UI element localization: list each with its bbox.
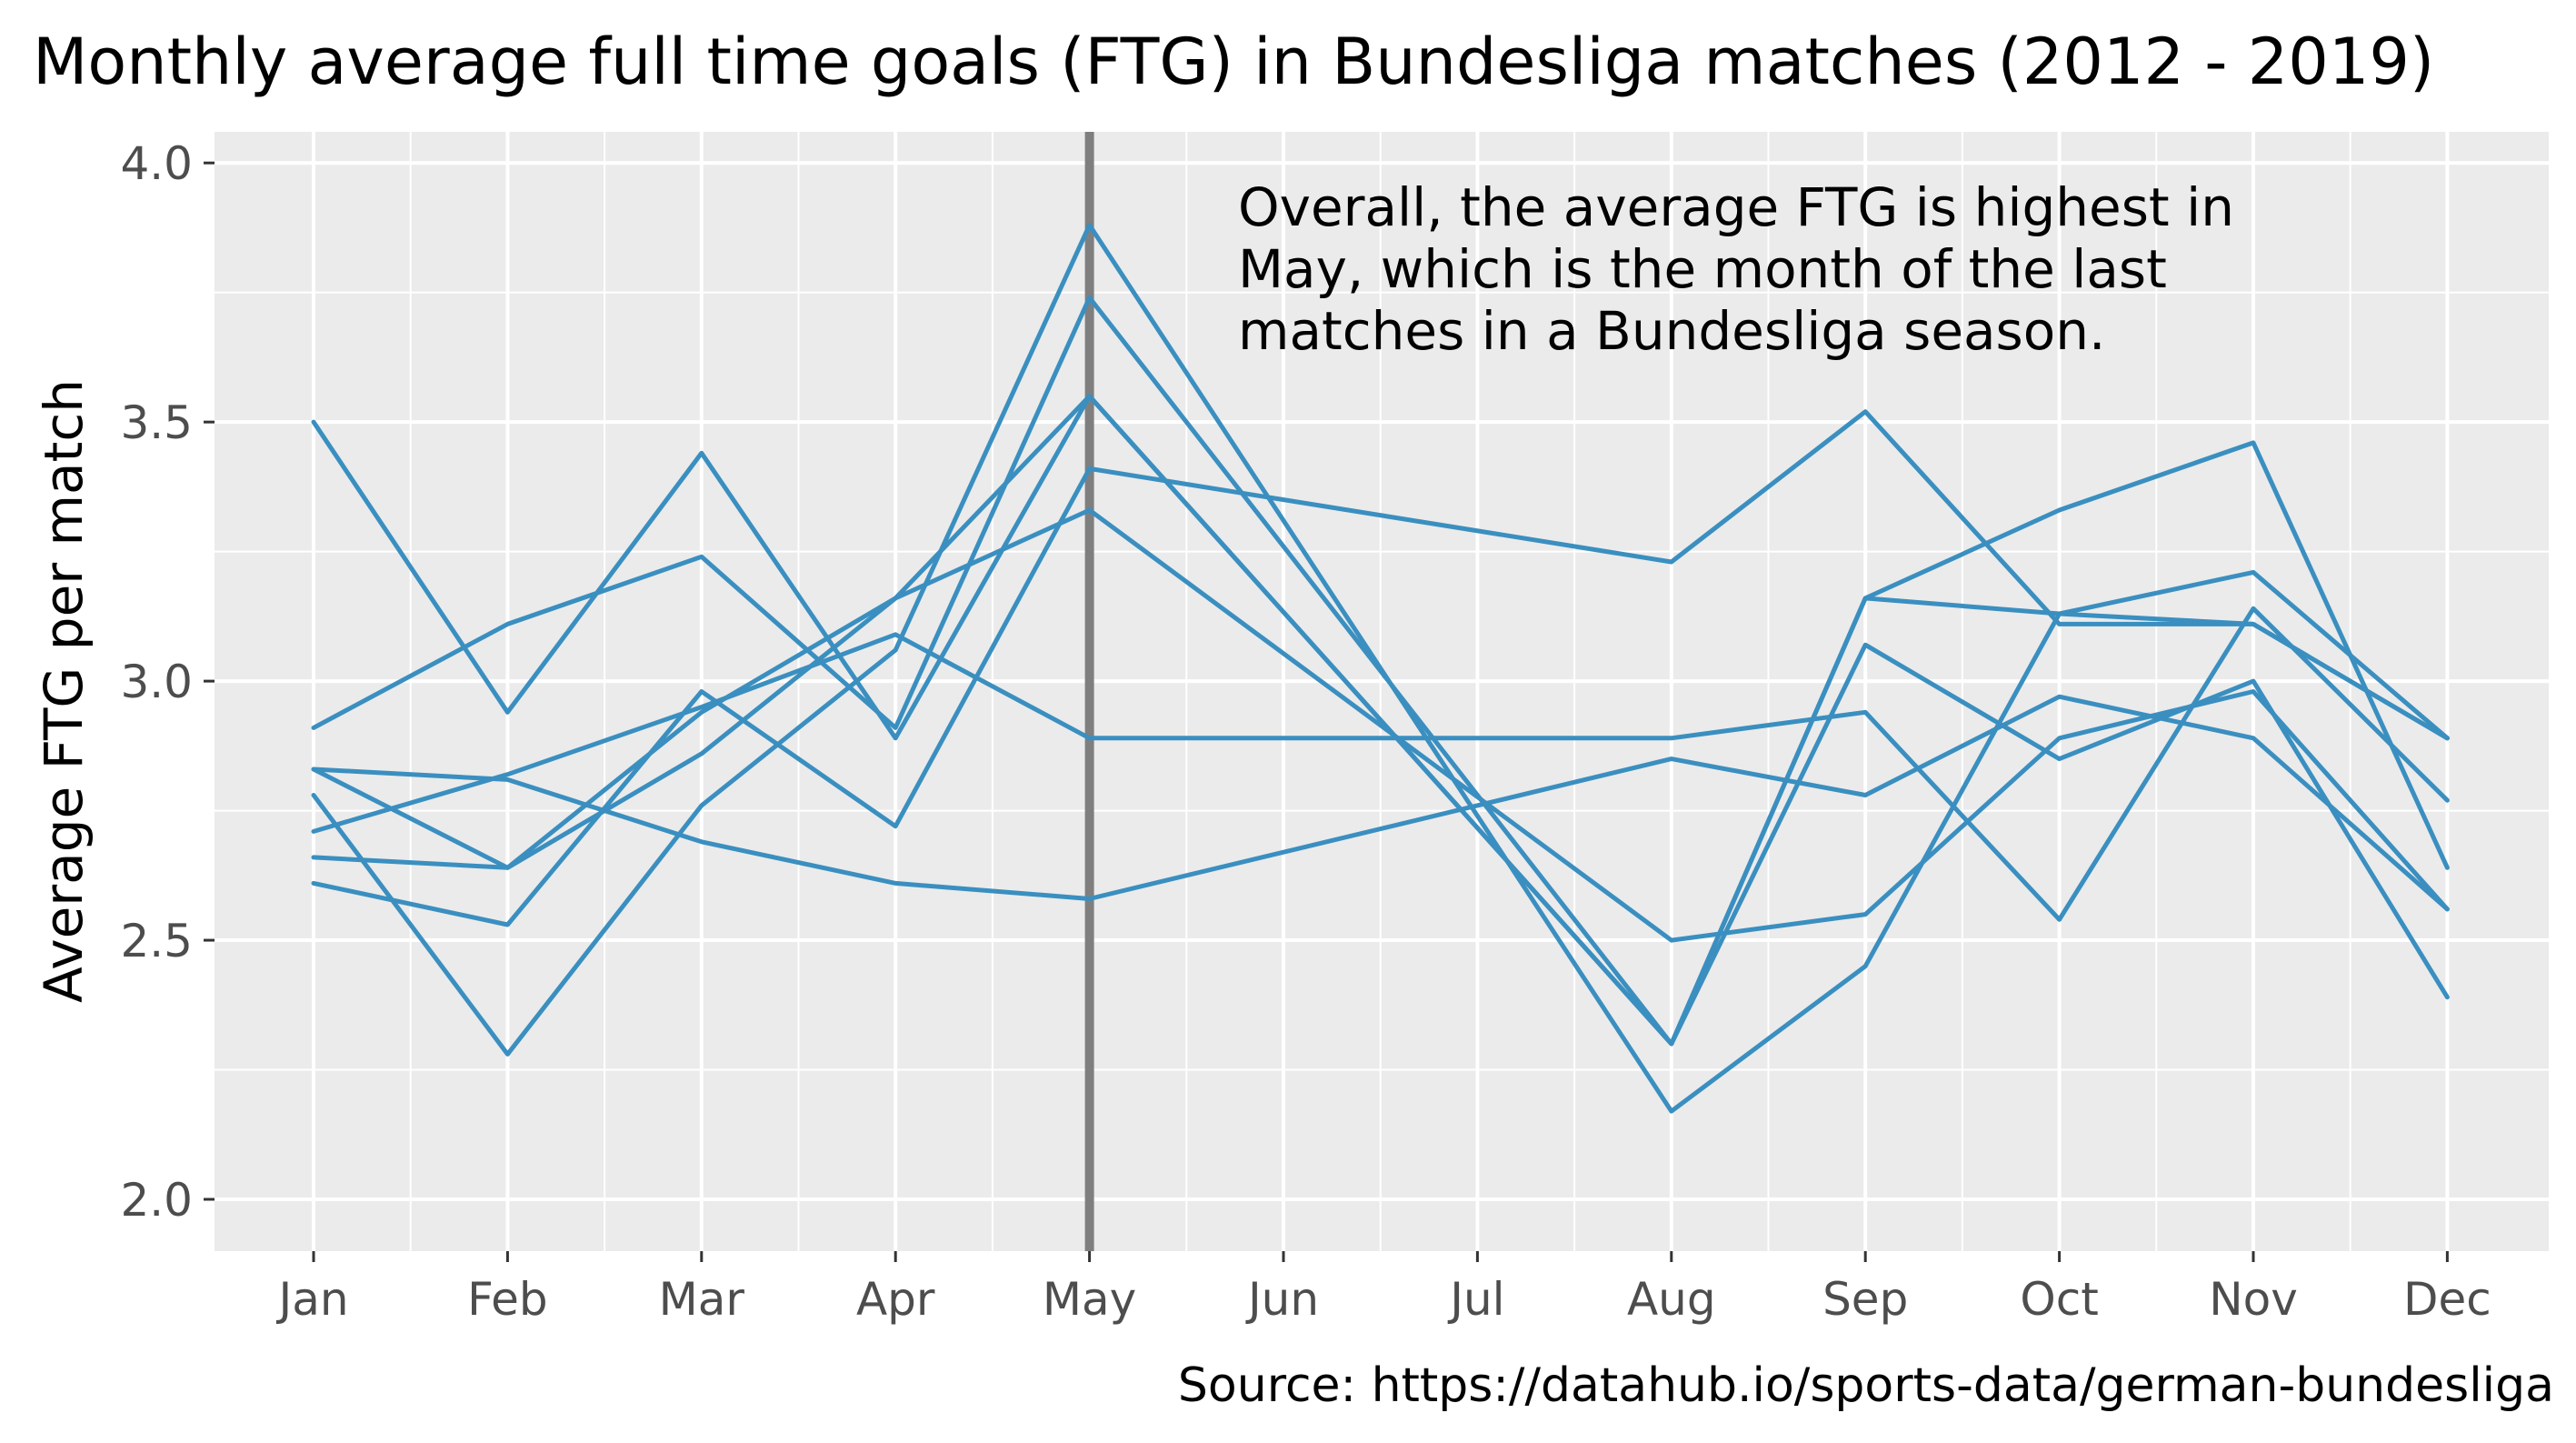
x-tick-label: Jun [1245, 1273, 1319, 1326]
series-line-7 [311, 507, 2450, 943]
x-tick-label: May [1043, 1273, 1136, 1326]
y-axis-title: Average FTG per match [33, 379, 95, 1003]
x-tick-label: Dec [2403, 1273, 2491, 1326]
x-tick-label: Nov [2209, 1273, 2298, 1326]
minor-gridlines-x [409, 132, 2351, 1251]
x-tick-label: Apr [856, 1273, 935, 1326]
x-tick-label: Sep [1822, 1273, 1908, 1326]
x-tick-label: Mar [659, 1273, 745, 1326]
y-tick-label: 2.5 [120, 915, 193, 967]
plot-panel [215, 132, 2549, 1251]
series-line-4 [311, 223, 2450, 1114]
x-axis-ticks: Jan Feb Mar Apr May Jun Jul Aug Sep Oct Nov Dec [275, 1251, 2491, 1326]
chart-title: Monthly average full time goals (FTG) in… [33, 25, 2434, 99]
x-tick-label: Oct [2020, 1273, 2098, 1326]
series-lines [311, 223, 2450, 1114]
y-tick-label: 3.5 [120, 396, 193, 449]
annotation-line-2: May, which is the month of the last [1238, 238, 2167, 300]
y-tick-label: 4.0 [120, 137, 193, 190]
annotation-line-1: Overall, the average FTG is highest in [1238, 176, 2234, 238]
x-tick-label: Jul [1447, 1273, 1504, 1326]
source-caption: Source: https://datahub.io/sports-data/g… [1178, 1358, 2554, 1413]
y-tick-label: 2.0 [120, 1174, 193, 1227]
major-gridlines-y [215, 161, 2549, 1202]
x-tick-label: Feb [467, 1273, 548, 1326]
y-axis-ticks: 2.0 2.5 3.0 3.5 4.0 [120, 137, 215, 1227]
x-tick-label: Aug [1627, 1273, 1716, 1326]
series-line-5 [311, 606, 2450, 922]
may-annotation: Overall, the average FTG is highest in M… [1238, 176, 2234, 362]
annotation-line-3: matches in a Bundesliga season. [1238, 300, 2105, 362]
y-tick-label: 3.0 [120, 656, 193, 708]
x-tick-label: Jan [275, 1273, 348, 1326]
series-line-8 [311, 394, 2450, 1047]
